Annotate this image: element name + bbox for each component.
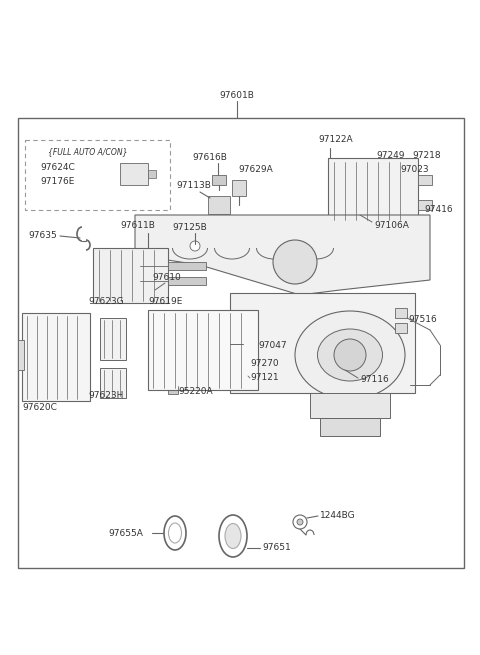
Bar (18, 118, 464, 568)
Bar (22, 313, 90, 401)
Bar (328, 158, 418, 223)
Bar (230, 293, 415, 393)
Ellipse shape (164, 516, 186, 550)
Text: 97516: 97516 (408, 316, 437, 324)
Text: 95220A: 95220A (178, 388, 213, 396)
Text: 97218: 97218 (412, 151, 441, 160)
Bar (148, 170, 156, 178)
Text: 97651: 97651 (262, 544, 291, 553)
Text: 97416: 97416 (424, 206, 453, 214)
Bar (148, 310, 258, 390)
Text: 97113B: 97113B (176, 181, 211, 191)
Ellipse shape (168, 523, 181, 543)
Text: 97655A: 97655A (108, 529, 143, 538)
Ellipse shape (317, 329, 383, 381)
Text: 97620C: 97620C (22, 403, 57, 413)
Circle shape (297, 519, 303, 525)
Text: {FULL AUTO A/CON}: {FULL AUTO A/CON} (48, 147, 128, 157)
Text: 97611B: 97611B (120, 221, 155, 231)
Text: 97249: 97249 (376, 151, 405, 160)
Bar (320, 418, 380, 436)
Circle shape (190, 241, 200, 251)
Ellipse shape (295, 311, 405, 399)
Bar (100, 318, 126, 360)
Text: 97619E: 97619E (148, 297, 182, 307)
Bar (243, 338, 255, 350)
Bar (232, 180, 246, 196)
Circle shape (273, 240, 317, 284)
Bar (395, 323, 407, 333)
Text: 97610: 97610 (152, 274, 181, 282)
Circle shape (293, 515, 307, 529)
Text: 97623G: 97623G (88, 297, 124, 307)
Bar (120, 163, 148, 185)
Ellipse shape (225, 523, 241, 548)
Bar (168, 277, 206, 285)
Ellipse shape (228, 370, 248, 382)
Polygon shape (135, 215, 430, 295)
Text: 97116: 97116 (360, 375, 389, 384)
Ellipse shape (219, 515, 247, 557)
Bar (93, 248, 168, 303)
Text: 1244BG: 1244BG (320, 510, 356, 519)
Text: 97624C: 97624C (40, 162, 75, 172)
Text: 97106A: 97106A (374, 221, 409, 229)
Text: 97023: 97023 (400, 164, 429, 174)
Bar (310, 393, 390, 418)
Text: 97125B: 97125B (172, 223, 207, 233)
Bar (418, 175, 432, 185)
Bar (168, 378, 178, 394)
Bar (18, 340, 24, 370)
Bar (395, 308, 407, 318)
Text: 97176E: 97176E (40, 176, 74, 185)
Bar (212, 175, 226, 185)
Bar (418, 200, 432, 210)
Text: 97629A: 97629A (238, 166, 273, 174)
Text: 97623H: 97623H (88, 390, 123, 400)
Text: 97047: 97047 (258, 341, 287, 350)
Text: 97616B: 97616B (192, 153, 227, 162)
Bar (168, 262, 206, 270)
Circle shape (334, 339, 366, 371)
Text: 97122A: 97122A (318, 136, 353, 145)
Bar (208, 196, 230, 214)
Bar (100, 368, 126, 398)
Bar (25, 140, 170, 210)
Text: 97270: 97270 (250, 358, 278, 367)
Text: 97635: 97635 (28, 231, 57, 240)
Text: 97121: 97121 (250, 373, 278, 383)
Text: 97601B: 97601B (219, 91, 254, 100)
